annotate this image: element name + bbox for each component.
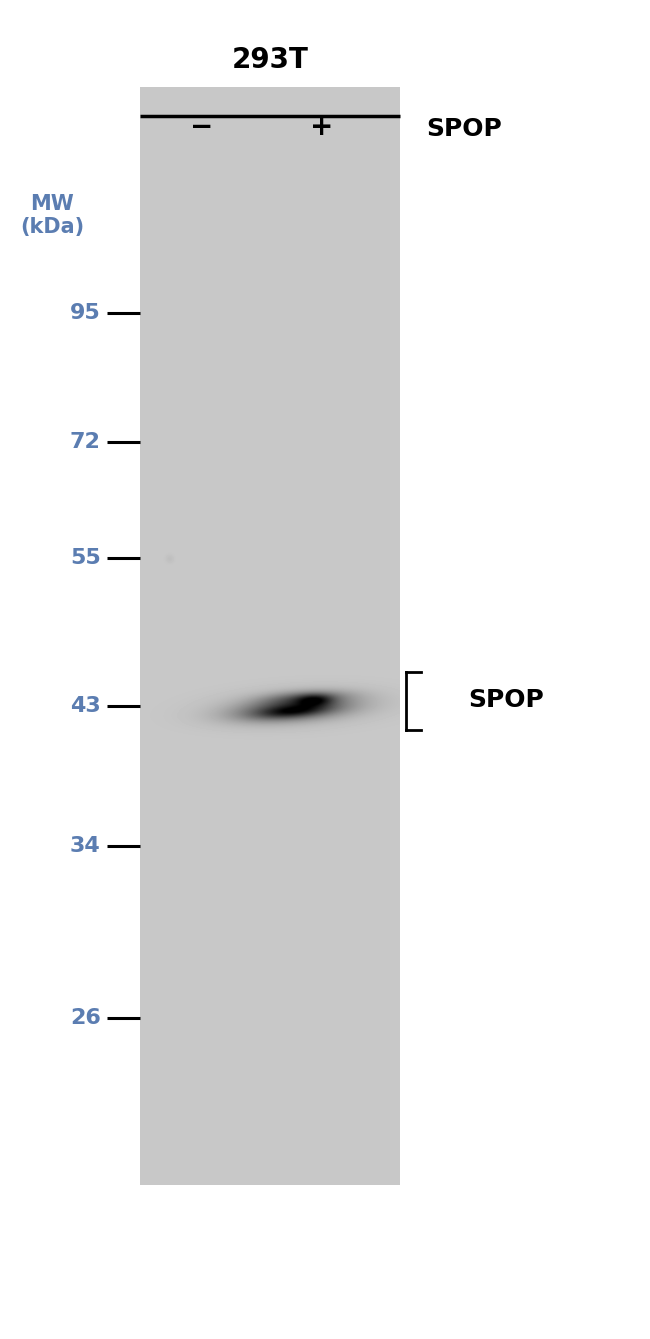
Text: 55: 55 bbox=[70, 549, 101, 568]
Text: −: − bbox=[190, 112, 213, 141]
Text: 72: 72 bbox=[70, 432, 101, 451]
Text: 34: 34 bbox=[70, 837, 101, 856]
Text: 26: 26 bbox=[70, 1008, 101, 1027]
Text: 95: 95 bbox=[70, 304, 101, 323]
Text: SPOP: SPOP bbox=[426, 116, 502, 141]
Text: 293T: 293T bbox=[231, 46, 308, 74]
Text: MW
(kDa): MW (kDa) bbox=[20, 194, 84, 237]
Text: SPOP: SPOP bbox=[468, 688, 544, 712]
Text: +: + bbox=[310, 112, 333, 141]
Text: 43: 43 bbox=[70, 696, 101, 715]
